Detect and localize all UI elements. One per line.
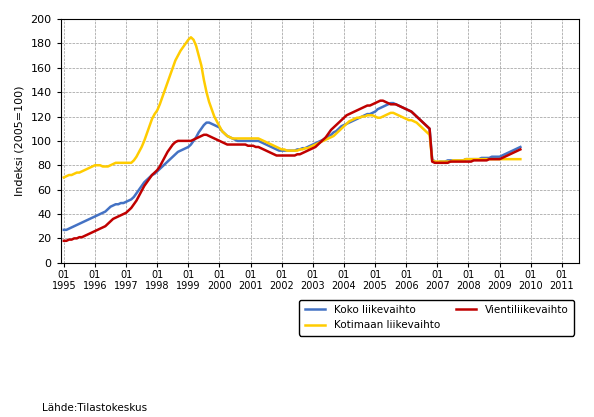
Vientiliikevaihto [377, 98, 384, 103]
Kotimaan liikevaihto [452, 158, 459, 163]
Legend: Koko liikevaihto, Kotimaan liikevaihto, Vientiliikevaihto: Koko liikevaihto, Kotimaan liikevaihto, … [299, 300, 574, 336]
Kotimaan liikevaihto [395, 113, 402, 118]
Koko liikevaihto [340, 123, 347, 128]
Koko liikevaihto [452, 158, 459, 163]
Vientiliikevaihto [206, 133, 213, 138]
Kotimaan liikevaihto [192, 43, 200, 48]
Kotimaan liikevaihto [60, 175, 67, 180]
Koko liikevaihto [60, 227, 67, 232]
Koko liikevaihto [330, 130, 337, 135]
Kotimaan liikevaihto [208, 107, 215, 112]
Line: Kotimaan liikevaihto: Kotimaan liikevaihto [64, 37, 520, 178]
Kotimaan liikevaihto [517, 157, 524, 162]
Vientiliikevaihto [340, 115, 347, 120]
Kotimaan liikevaihto [333, 131, 340, 136]
Line: Vientiliikevaihto: Vientiliikevaihto [64, 100, 520, 241]
Koko liikevaihto [387, 100, 394, 106]
Vientiliikevaihto [517, 147, 524, 152]
Vientiliikevaihto [60, 239, 67, 244]
Kotimaan liikevaihto [343, 121, 350, 126]
Line: Koko liikevaihto: Koko liikevaihto [64, 103, 520, 230]
Koko liikevaihto [190, 138, 197, 143]
Vientiliikevaihto [395, 103, 402, 108]
Kotimaan liikevaihto [187, 35, 194, 40]
Vientiliikevaihto [452, 159, 459, 164]
Y-axis label: Indeksi (2005=100): Indeksi (2005=100) [15, 85, 25, 196]
Vientiliikevaihto [190, 137, 197, 142]
Koko liikevaihto [206, 120, 213, 125]
Koko liikevaihto [395, 103, 402, 108]
Vientiliikevaihto [330, 125, 337, 130]
Text: Lähde:Tilastokeskus: Lähde:Tilastokeskus [42, 403, 147, 413]
Koko liikevaihto [517, 144, 524, 149]
